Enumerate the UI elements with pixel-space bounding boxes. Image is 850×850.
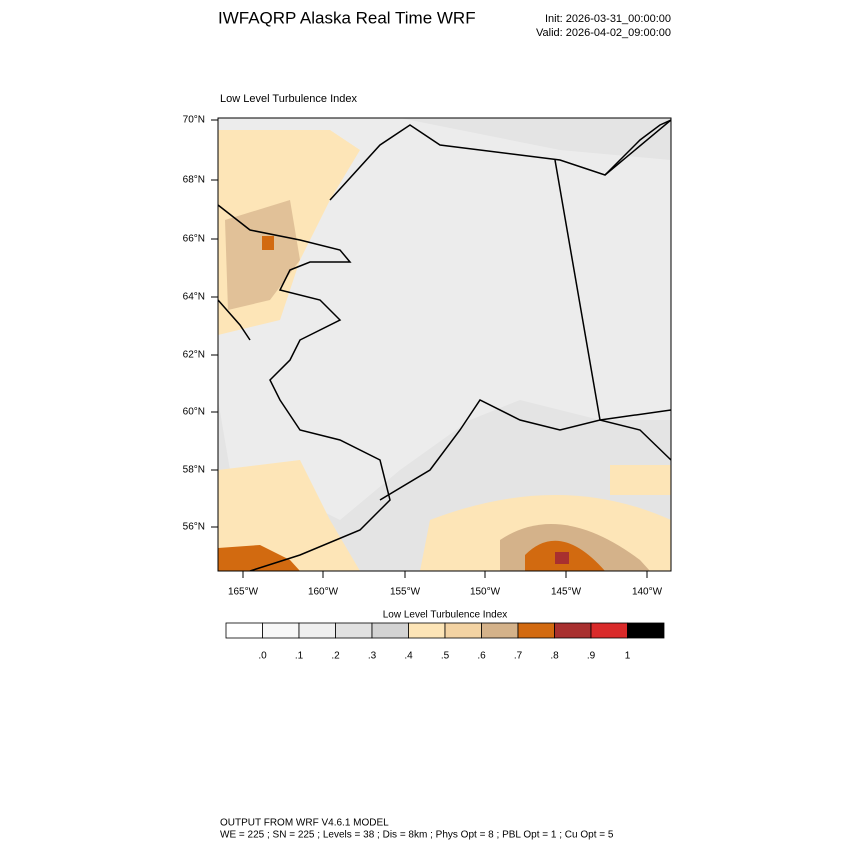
lat-label: 70°N [183, 115, 205, 126]
lat-label: 66°N [183, 234, 205, 245]
title: IWFAQRP Alaska Real Time WRF [218, 8, 476, 27]
lat-label: 62°N [183, 350, 205, 361]
colorbar-label: .2 [331, 651, 340, 662]
lon-label: 145°W [551, 587, 582, 598]
lat-label: 64°N [183, 292, 205, 303]
footer-line: OUTPUT FROM WRF V4.6.1 MODEL [220, 818, 389, 829]
colorbar-box [590, 622, 628, 639]
colorbar-label: .1 [295, 651, 304, 662]
colorbar-box [554, 622, 592, 639]
colorbar-label: .4 [404, 651, 413, 662]
coastlines [218, 119, 671, 571]
valid-time: Valid: 2026-04-02_09:00:00 [536, 27, 671, 39]
colorbar-label: .7 [514, 651, 523, 662]
colorbar-label: .5 [441, 651, 450, 662]
colorbar-label: .0 [258, 651, 267, 662]
colorbar-box [627, 622, 665, 639]
colorbar-label: .8 [550, 651, 559, 662]
colorbar-label: .9 [587, 651, 596, 662]
map-title: Low Level Turbulence Index [220, 93, 357, 105]
lat-label: 60°N [183, 407, 205, 418]
lon-label: 150°W [470, 587, 501, 598]
lon-label: 140°W [632, 587, 663, 598]
lat-label: 58°N [183, 465, 205, 476]
colorbar-box [481, 622, 519, 639]
colorbar-box [225, 622, 263, 639]
colorbar-label: .6 [477, 651, 486, 662]
colorbar-label: .3 [368, 651, 377, 662]
colorbar-label: 1 [625, 651, 631, 662]
map-field [218, 118, 671, 571]
colorbar-title: Low Level Turbulence Index [383, 610, 508, 621]
lat-label: 68°N [183, 175, 205, 186]
colorbar-box [444, 622, 482, 639]
map-frame [217, 117, 672, 572]
lat-label: 56°N [183, 522, 205, 533]
colorbar-box [262, 622, 300, 639]
colorbar-box [298, 622, 336, 639]
footer-line: WE = 225 ; SN = 225 ; Levels = 38 ; Dis … [220, 830, 614, 841]
init-time: Init: 2026-03-31_00:00:00 [545, 13, 671, 25]
lon-label: 165°W [228, 587, 259, 598]
lon-label: 160°W [308, 587, 339, 598]
colorbar-box [335, 622, 373, 639]
colorbar-box [408, 622, 446, 639]
colorbar-box [371, 622, 409, 639]
colorbar-box [517, 622, 555, 639]
lon-label: 155°W [390, 587, 421, 598]
